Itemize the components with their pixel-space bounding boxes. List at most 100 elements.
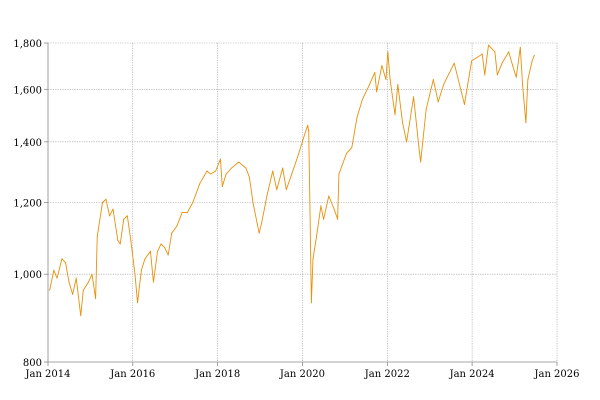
data-point [320, 205, 322, 207]
x-tick-label: Jan 2026 [533, 369, 579, 380]
data-point [137, 302, 139, 304]
data-point [471, 60, 473, 62]
data-point [101, 202, 103, 203]
y-tick-label: 1,400 [13, 138, 42, 149]
data-point [402, 122, 404, 124]
data-point [164, 247, 166, 249]
data-point [533, 54, 535, 56]
y-tick-label: 1,800 [13, 39, 42, 50]
data-point [82, 289, 84, 291]
tick-labels: 800 1,000 1,200 1,400 1,600 1,800 Jan 2014 Jan … [13, 39, 579, 380]
data-point [356, 116, 358, 118]
data-point [531, 60, 533, 62]
data-point [418, 147, 420, 149]
data-point [453, 62, 455, 64]
data-point [484, 74, 486, 76]
data-point [261, 222, 263, 224]
data-point [258, 232, 260, 234]
data-point [181, 211, 183, 213]
data-point [333, 208, 335, 210]
data-point [210, 173, 212, 175]
data-point [266, 195, 268, 197]
data-point [126, 215, 128, 217]
data-point [192, 202, 194, 203]
data-point [309, 202, 311, 203]
data-point [291, 173, 293, 175]
data-point [215, 170, 217, 172]
data-point [221, 185, 223, 187]
data-point [361, 98, 363, 100]
data-point [112, 208, 114, 210]
data-point [425, 109, 427, 111]
data-point [369, 83, 371, 85]
axes [44, 42, 558, 366]
data-point [463, 103, 465, 105]
data-point [276, 189, 278, 191]
data-point [95, 298, 97, 300]
data-point [508, 51, 510, 53]
data-point [487, 44, 489, 46]
data-point [134, 273, 136, 275]
data-point [231, 167, 233, 169]
data-point [397, 83, 399, 85]
data-point [385, 79, 387, 81]
data-point [351, 147, 353, 149]
data-point [72, 293, 74, 295]
data-point [527, 79, 529, 81]
data-point [157, 250, 159, 252]
data-point [481, 53, 483, 55]
data-point [206, 170, 208, 172]
data-point [105, 198, 107, 200]
data-point [376, 91, 378, 93]
data-point [312, 258, 314, 260]
data-point [171, 232, 173, 234]
data-point [525, 122, 527, 124]
data-point [298, 152, 300, 154]
data-point [91, 273, 93, 275]
data-point [303, 135, 305, 137]
data-point [248, 176, 250, 178]
data-point [80, 315, 82, 317]
x-tick-label: Jan 2020 [279, 369, 325, 380]
data-point [225, 173, 227, 175]
data-point [61, 258, 63, 260]
data-point [310, 302, 312, 304]
data-point [96, 236, 98, 238]
data-point [149, 250, 151, 252]
data-point [328, 195, 330, 197]
data-point [338, 173, 340, 175]
data-point [186, 211, 188, 213]
data-point [119, 243, 121, 245]
data-point [123, 218, 125, 220]
data-point [437, 101, 439, 103]
data-point [160, 243, 162, 245]
data-point [272, 170, 274, 172]
data-point [252, 202, 254, 203]
data-point [515, 76, 517, 78]
data-point [56, 277, 58, 279]
data-point [413, 96, 415, 98]
data-point [167, 254, 169, 256]
data-point [140, 269, 142, 271]
data-point [374, 71, 376, 73]
data-point [394, 114, 396, 116]
data-point [87, 281, 89, 283]
data-point [109, 215, 111, 217]
data-point [443, 83, 445, 85]
data-point [519, 46, 521, 48]
data-point [346, 152, 348, 154]
y-tick-label: 800 [23, 358, 42, 369]
data-point [420, 161, 422, 163]
data-point [323, 218, 325, 220]
data-point [337, 218, 339, 220]
data-point [68, 281, 70, 283]
x-tick-label: Jan 2016 [109, 369, 155, 380]
data-point [238, 161, 240, 163]
data-point [117, 239, 119, 241]
data-point [381, 64, 383, 66]
data-point [315, 236, 317, 238]
data-point [406, 141, 408, 143]
data-point [176, 225, 178, 227]
data-point [282, 167, 284, 169]
